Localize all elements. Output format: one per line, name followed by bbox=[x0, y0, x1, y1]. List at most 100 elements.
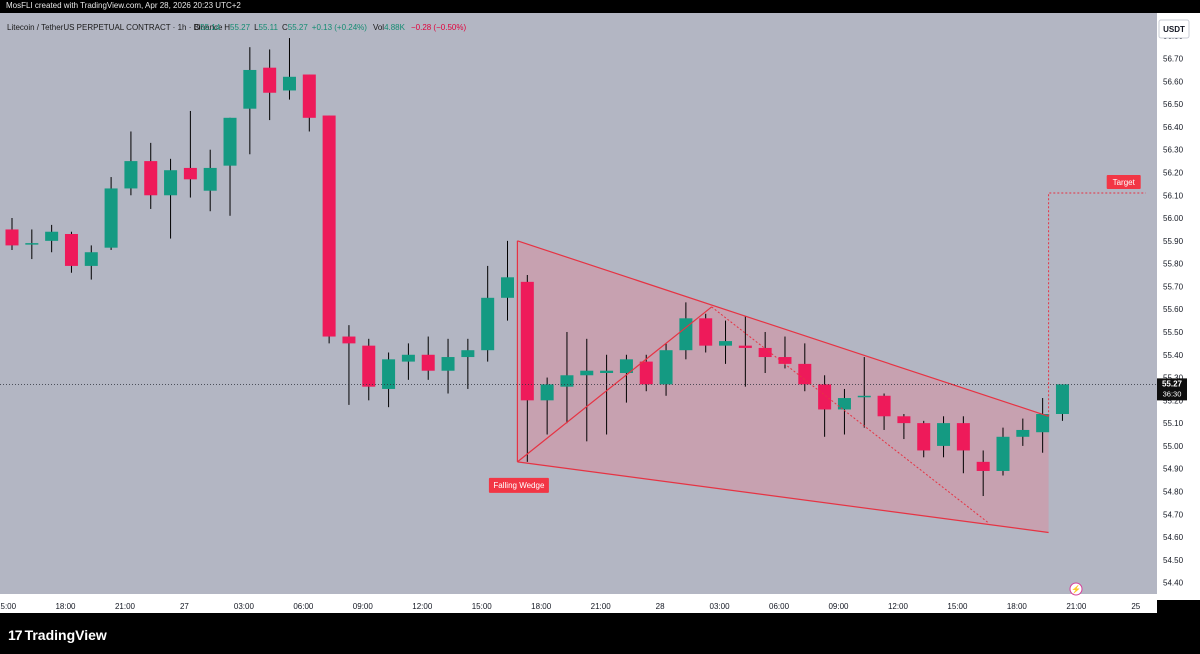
legend-change: +0.13 (+0.24%) bbox=[312, 23, 367, 32]
footer-bar: 17 TradingView bbox=[0, 613, 1200, 654]
candle-body bbox=[5, 229, 19, 246]
legend-high-label: H bbox=[224, 23, 230, 32]
candle-body bbox=[857, 395, 871, 398]
legend-low: 55.11 bbox=[259, 23, 279, 32]
time-tick-label: 12:00 bbox=[412, 602, 433, 611]
time-tick-label: 06:00 bbox=[769, 602, 790, 611]
price-tick-label: 55.70 bbox=[1163, 282, 1184, 291]
time-tick-label: 15:00 bbox=[0, 602, 17, 611]
time-axis[interactable] bbox=[0, 594, 1157, 613]
candle-body bbox=[45, 231, 59, 241]
candle-body bbox=[124, 161, 138, 189]
candle-body bbox=[837, 398, 851, 410]
price-tick-label: 56.20 bbox=[1163, 168, 1184, 177]
price-tick-label: 54.80 bbox=[1163, 487, 1184, 496]
price-tick-label: 55.80 bbox=[1163, 260, 1184, 269]
wedge-swing-dotted bbox=[711, 306, 990, 524]
candle-body bbox=[659, 350, 673, 385]
time-tick-label: 12:00 bbox=[888, 602, 909, 611]
candle-body bbox=[441, 357, 455, 371]
target-projection-line bbox=[1048, 192, 1146, 417]
price-tick-label: 55.20 bbox=[1163, 396, 1184, 405]
wedge-lower-line bbox=[517, 461, 1049, 534]
svg-text:55.27: 55.27 bbox=[1162, 379, 1183, 388]
legend-close: 55.27 bbox=[288, 23, 309, 32]
candle-body bbox=[203, 167, 217, 191]
candles bbox=[5, 38, 1069, 497]
candle-body bbox=[798, 363, 812, 385]
time-tick-label: 25 bbox=[1131, 602, 1140, 611]
last-price-marker: 55.27 36:30 bbox=[1157, 378, 1187, 401]
overlay-lines bbox=[0, 192, 1157, 534]
price-tick-label: 55.50 bbox=[1163, 328, 1184, 337]
candle-body bbox=[818, 384, 832, 410]
legend-volume-change: −0.28 (−0.50%) bbox=[411, 23, 466, 32]
time-tick-label: 03:00 bbox=[234, 602, 255, 611]
candle-body bbox=[580, 370, 594, 376]
svg-text:⚡: ⚡ bbox=[1071, 584, 1081, 594]
price-tick-label: 54.90 bbox=[1163, 465, 1184, 474]
candle-body bbox=[877, 395, 891, 417]
candle-body bbox=[738, 345, 752, 348]
candle-body bbox=[1016, 429, 1030, 437]
candle-body bbox=[302, 74, 316, 118]
candle-body bbox=[282, 76, 296, 91]
price-axis[interactable] bbox=[1157, 13, 1200, 600]
candle-body bbox=[679, 318, 693, 351]
falling-wedge-label[interactable]: Falling Wedge bbox=[488, 477, 549, 493]
candle-body bbox=[956, 423, 970, 451]
chart-caption-bar: MosFLI created with TradingView.com, Apr… bbox=[0, 0, 1200, 13]
price-tick-label: 55.10 bbox=[1163, 419, 1184, 428]
candle-body bbox=[540, 384, 554, 401]
candle-body bbox=[778, 357, 792, 364]
candle-body bbox=[223, 117, 237, 166]
price-tick-label: 54.40 bbox=[1163, 579, 1184, 588]
time-tick-label: 27 bbox=[180, 602, 189, 611]
time-tick-label: 21:00 bbox=[1066, 602, 1087, 611]
legend-low-label: L bbox=[254, 23, 259, 32]
legend-ohlc: O55.14 H55.27 L55.11 C55.27 +0.13 (+0.24%) Vo… bbox=[194, 23, 466, 32]
candle-body bbox=[164, 170, 178, 196]
currency-label: USDT bbox=[1163, 25, 1185, 34]
tradingview-logo[interactable]: 17 TradingView bbox=[8, 627, 107, 643]
time-axis-labels: 15:00 18:00 21:00 27 03:00 06:00 09:00 12:00 15:… bbox=[0, 602, 1141, 611]
legend-symbol: Litecoin / TetherUS PERPETUAL CONTRACT ·… bbox=[7, 23, 223, 32]
time-tick-label: 28 bbox=[656, 602, 665, 611]
candle-body bbox=[996, 436, 1010, 471]
candle-body bbox=[382, 359, 396, 389]
pattern-layer bbox=[517, 240, 1049, 533]
time-tick-label: 18:00 bbox=[55, 602, 76, 611]
candle-body bbox=[461, 350, 475, 358]
time-tick-label: 15:00 bbox=[947, 602, 968, 611]
candle-body bbox=[937, 423, 951, 446]
currency-button[interactable] bbox=[1158, 19, 1190, 39]
candle-body bbox=[520, 281, 534, 401]
time-tick-label: 15:00 bbox=[472, 602, 493, 611]
price-tick-label: 56.50 bbox=[1163, 100, 1184, 109]
tradingview-brand: TradingView bbox=[24, 627, 107, 643]
candlestick-chart[interactable]: 54.40 54.50 54.60 54.70 54.80 54.90 55.00 55.10… bbox=[0, 13, 1200, 613]
price-tick-label: 56.70 bbox=[1163, 55, 1184, 64]
candle-body bbox=[917, 423, 931, 451]
price-tick-label: 55.30 bbox=[1163, 374, 1184, 383]
time-tick-label: 03:00 bbox=[710, 602, 731, 611]
price-tick-label: 54.60 bbox=[1163, 533, 1184, 542]
price-tick-label: 56.10 bbox=[1163, 191, 1184, 200]
candle-body bbox=[976, 461, 990, 471]
target-label[interactable]: Target bbox=[1106, 174, 1141, 189]
legend-volume: 4.88K bbox=[384, 23, 406, 32]
candle-body bbox=[183, 167, 197, 180]
candle-body bbox=[322, 115, 336, 337]
lightning-icon[interactable]: ⚡ bbox=[1069, 582, 1083, 596]
svg-text:Falling Wedge: Falling Wedge bbox=[493, 481, 545, 490]
time-tick-label: 18:00 bbox=[1007, 602, 1028, 611]
wedge-upper-line bbox=[517, 240, 1049, 417]
candle-body bbox=[1036, 414, 1050, 433]
legend-close-label: C bbox=[282, 23, 288, 32]
candle-body bbox=[600, 370, 614, 373]
candle-body bbox=[64, 234, 78, 266]
candle-body bbox=[897, 416, 911, 424]
candle-body bbox=[104, 188, 118, 248]
svg-text:Target: Target bbox=[1113, 178, 1136, 187]
plot-background[interactable] bbox=[0, 13, 1157, 600]
